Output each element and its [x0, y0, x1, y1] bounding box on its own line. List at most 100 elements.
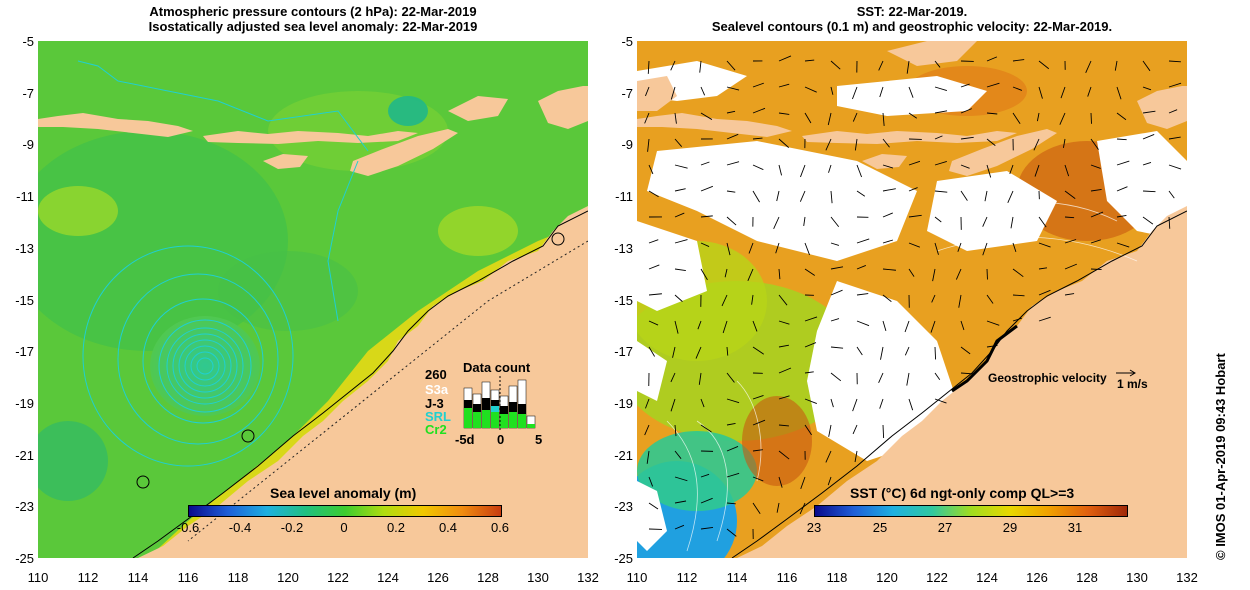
velocity-arrow — [670, 372, 676, 383]
x-tick-label: 126 — [1026, 570, 1048, 585]
colorbar-tick-label: -0.2 — [280, 520, 304, 535]
velocity-arrow — [778, 344, 789, 348]
velocity-arrow — [1168, 136, 1181, 140]
velocity-arrow — [700, 215, 713, 218]
velocity-arrow — [726, 502, 736, 505]
velocity-arrow — [752, 395, 764, 400]
velocity-arrow — [804, 112, 812, 124]
velocity-arrow — [908, 112, 918, 119]
velocity-arrow — [1038, 216, 1047, 228]
velocity-arrow — [648, 320, 659, 326]
x-tick-label: 122 — [926, 570, 948, 585]
velocity-arrow — [700, 398, 705, 408]
velocity-arrow — [1142, 190, 1156, 193]
velocity-arrow — [648, 293, 662, 296]
velocity-arrow — [804, 316, 818, 322]
velocity-arrow — [828, 164, 832, 173]
velocity-arrow — [986, 294, 994, 304]
y-tick-label: -5 — [22, 34, 34, 49]
velocity-arrow — [726, 161, 740, 166]
velocity-arrow — [882, 164, 894, 169]
velocity-arrow — [778, 424, 789, 427]
velocity-arrow — [799, 502, 806, 515]
velocity-arrow — [752, 419, 766, 426]
velocity-arrow — [1142, 216, 1154, 225]
velocity-arrow — [1036, 112, 1040, 122]
velocity-arrow — [856, 238, 870, 244]
velocity-arrow — [1064, 216, 1075, 219]
velocity-arrow — [700, 161, 710, 166]
velocity-arrow — [1142, 86, 1152, 91]
velocity-arrow — [804, 424, 812, 436]
velocity-arrow — [1116, 186, 1128, 192]
velocity-arrow — [1012, 242, 1017, 253]
velocity-arrow — [726, 216, 737, 226]
velocity-arrow — [1009, 164, 1014, 175]
sla-map-svg — [38, 41, 588, 558]
velocity-arrow — [830, 346, 844, 349]
x-tick-label: 110 — [27, 570, 49, 585]
x-tick-label: 112 — [676, 570, 698, 585]
island-sumba — [263, 154, 308, 169]
velocity-arrow — [648, 264, 660, 270]
y-tick-label: -23 — [614, 499, 633, 515]
right-title-line2: Sealevel contours (0.1 m) and geostrophi… — [711, 19, 1113, 34]
velocity-arrow — [986, 320, 1000, 326]
velocity-arrow — [695, 346, 702, 359]
velocity-arrow — [648, 346, 656, 357]
velocity-arrow — [648, 239, 659, 244]
data-count-histogram — [462, 376, 542, 432]
velocity-arrow — [830, 190, 833, 204]
velocity-arrow — [882, 294, 892, 303]
velocity-arrow — [1064, 164, 1070, 177]
velocity-arrow — [1012, 317, 1022, 322]
x-tick-label: 132 — [1176, 570, 1198, 585]
velocity-arrow — [1062, 138, 1066, 148]
right-colorbar-title: SST (°C) 6d ngt-only comp QL>=3 — [850, 485, 1075, 501]
velocity-arrow — [726, 60, 736, 71]
velocity-arrow — [647, 138, 650, 152]
imos-credit: © IMOS 01-Apr-2019 09:43 Hobart — [1213, 353, 1228, 560]
y-tick-label: -13 — [15, 240, 34, 256]
velocity-arrow — [752, 320, 758, 332]
velocity-arrow — [726, 190, 736, 193]
colorbar-tick-label: 0.6 — [490, 520, 510, 535]
y-tick-label: -21 — [614, 447, 633, 463]
velocity-arrow — [752, 502, 761, 515]
velocity-arrow — [672, 346, 676, 358]
velocity-arrow — [934, 372, 941, 380]
australia-land — [138, 206, 588, 558]
velocity-arrow — [1064, 263, 1078, 270]
velocity-arrow — [908, 268, 915, 277]
velocity-arrow — [908, 160, 921, 166]
velocity-arrow — [674, 500, 687, 504]
velocity-arrow — [1142, 134, 1155, 140]
velocity-arrow — [674, 112, 677, 124]
y-tick-label: -21 — [15, 447, 34, 463]
x-tick-label: 124 — [976, 570, 998, 585]
x-tick-label: 114 — [726, 570, 748, 585]
x-tick-label: 120 — [277, 570, 299, 585]
velocity-arrow — [960, 108, 972, 114]
velocity-arrow — [1116, 215, 1127, 218]
velocity-arrow — [960, 372, 974, 375]
velocity-arrow — [700, 112, 713, 120]
velocity-arrow — [752, 476, 764, 482]
satellite-label-j3: J-3 — [425, 396, 444, 411]
x-tick-label: 118 — [227, 570, 249, 585]
island-timor — [350, 129, 458, 176]
velocity-arrow — [830, 242, 840, 246]
data-count-title: Data count — [463, 360, 531, 375]
data-count-x-tick-5: 5 — [535, 432, 543, 447]
velocity-arrow — [879, 398, 884, 409]
colorbar-tick-label: 31 — [1067, 520, 1083, 535]
australia-land-sst — [737, 206, 1187, 558]
velocity-arrow — [854, 450, 858, 463]
velocity-arrow — [934, 216, 942, 223]
velocity-arrow — [1116, 242, 1130, 248]
velocity-arrow — [1168, 82, 1182, 88]
velocity-arrow — [674, 188, 686, 192]
velocity-arrow — [982, 242, 988, 256]
velocity-arrow — [960, 320, 965, 331]
velocity-arrow — [934, 190, 948, 193]
